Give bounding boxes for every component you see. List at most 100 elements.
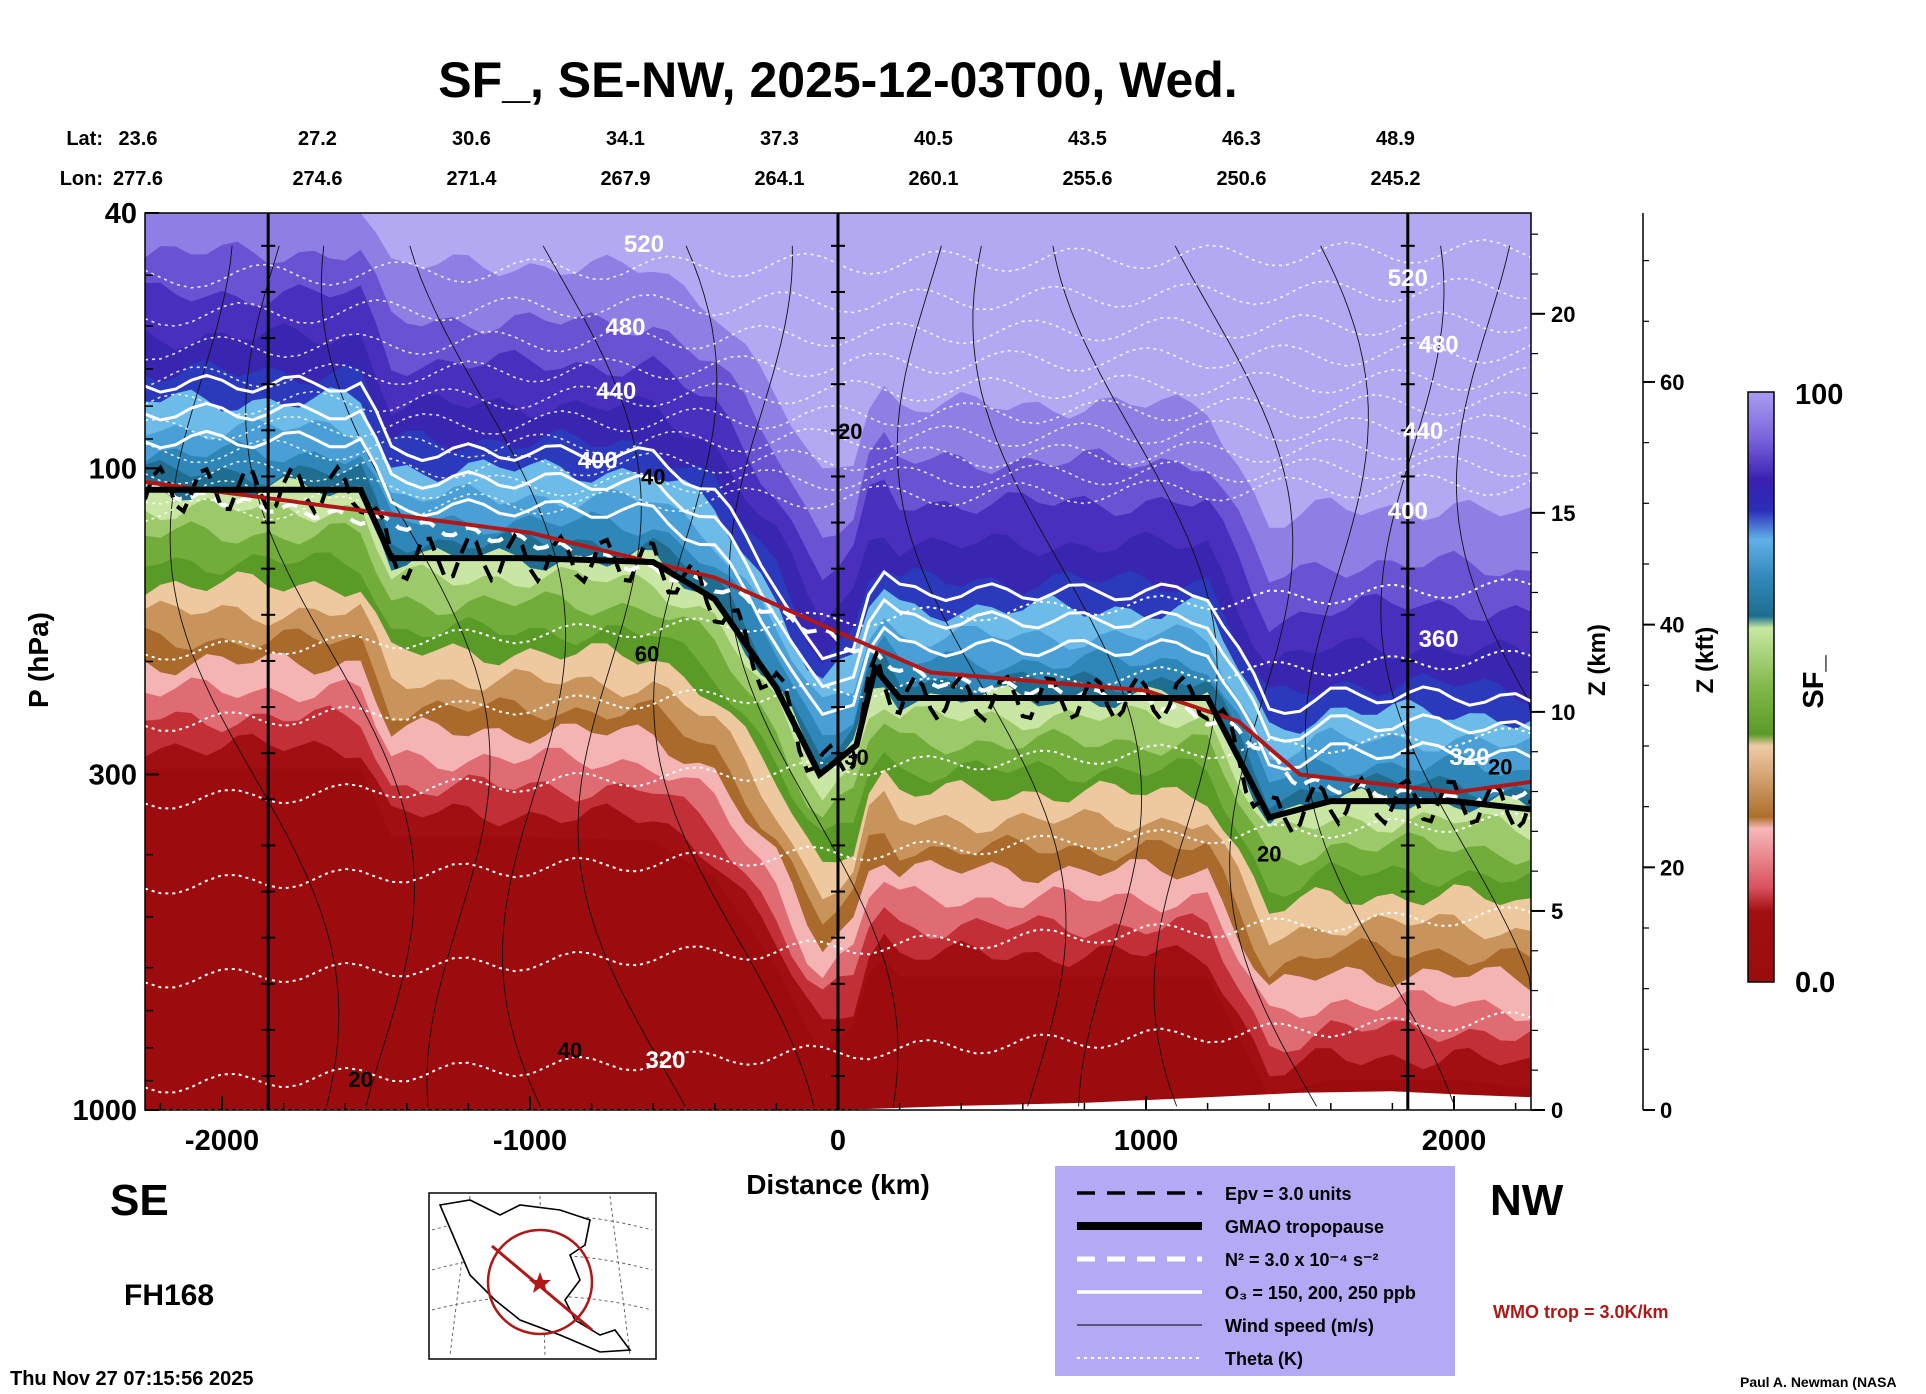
theta-label: 520: [624, 231, 664, 258]
colorbar-title: SF_: [1798, 655, 1830, 709]
theta-label: 520: [1388, 265, 1428, 292]
lon-value: 271.4: [446, 168, 497, 190]
x-axis-label: Distance (km): [746, 1169, 930, 1200]
p-tick-label: 1000: [72, 1095, 137, 1127]
lon-value: 274.6: [292, 168, 342, 190]
distance-axis: -2000 -1000 0 1000 2000: [159, 1096, 1517, 1157]
z-kft-axis: 0 20 40 60: [1642, 213, 1684, 1123]
z-km-axis: 0 5 10 15 20: [1531, 233, 1575, 1123]
legend-gmao-trop: GMAO tropopause: [1225, 1217, 1384, 1237]
theta-label: 400: [578, 447, 618, 474]
wind-contour: [653, 245, 815, 1107]
x-tick-label: 1000: [1114, 1125, 1179, 1157]
x-tick-label: 0: [830, 1125, 846, 1157]
wind-label: 20: [838, 419, 862, 444]
z-km-tick-label: 0: [1551, 1098, 1563, 1123]
plot-area: 520 480 440 400 320 280 520 480 440 400 360 320 40 20…: [145, 213, 1531, 1140]
vertical-reference-lines: [261, 213, 1415, 1110]
wind-label: 60: [635, 642, 659, 667]
contour-labels: 520 480 440 400 320 280 520 480 440 400 360 320 40 20…: [348, 231, 1512, 1140]
p-tick-label: 40: [105, 198, 137, 230]
p-tick-label: 100: [89, 453, 137, 485]
theta-label: 320: [645, 1047, 685, 1074]
lon-label: Lon:: [60, 168, 103, 190]
z-km-tick-label: 15: [1551, 501, 1575, 526]
theta-contour-minor: [145, 455, 1531, 505]
lat-value: 30.6: [452, 128, 491, 150]
colorbar-min-label: 0.0: [1795, 967, 1835, 999]
lat-value: 40.5: [914, 128, 953, 150]
theta-contour-minor: [145, 391, 1531, 441]
z-kft-tick-label: 60: [1660, 370, 1684, 395]
lon-value: 250.6: [1216, 168, 1266, 190]
theta-label: 280: [596, 1113, 636, 1140]
lon-value: 260.1: [908, 168, 958, 190]
wind-label: 40: [558, 1038, 582, 1063]
wind-contour: [169, 245, 340, 1107]
wind-contour: [409, 245, 567, 1107]
legend-o3: O₃ = 150, 200, 250 ppb: [1225, 1283, 1416, 1303]
lat-lon-values: 23.6 277.6 27.2 274.6 30.6 271.4 34.1 267.9 37.3…: [113, 128, 1421, 190]
z-kft-tick-label: 20: [1660, 855, 1684, 880]
z-km-axis-label: Z (km): [1584, 624, 1611, 696]
wind-contour: [1455, 245, 1531, 1107]
x-tick-label: -1000: [493, 1125, 567, 1157]
wind-contour: [1380, 245, 1531, 1107]
z-km-tick-label: 10: [1551, 700, 1575, 725]
wind-contour: [972, 245, 1143, 1107]
wind-label: 20: [1257, 842, 1281, 867]
lon-value: 264.1: [754, 168, 804, 190]
legend-epv: Epv = 3.0 units: [1225, 1184, 1352, 1204]
theta-label: 400: [1388, 498, 1428, 525]
lat-value: 37.3: [760, 128, 799, 150]
lat-value: 48.9: [1376, 128, 1415, 150]
legend: Epv = 3.0 units GMAO tropopause N² = 3.0…: [1055, 1166, 1455, 1376]
pressure-axis: 40 100 300 1000: [72, 198, 159, 1127]
inset-map: [428, 1192, 657, 1360]
timestamp: Thu Nov 27 07:15:56 2025: [10, 1368, 253, 1390]
legend-n2: N² = 3.0 x 10⁻⁴ s⁻²: [1225, 1250, 1378, 1270]
lon-value: 245.2: [1370, 168, 1420, 190]
lat-value: 27.2: [298, 128, 337, 150]
colorbar: [1747, 391, 1775, 983]
lon-value: 277.6: [113, 168, 163, 190]
colorbar-max-label: 100: [1795, 379, 1843, 411]
wind-contour: [320, 245, 491, 1107]
lat-value: 46.3: [1222, 128, 1261, 150]
theta-label: 320: [1449, 744, 1489, 771]
wind-label: 20: [1488, 754, 1512, 779]
wind-label: 20: [348, 1067, 372, 1092]
theta-label: 480: [1419, 332, 1459, 359]
wind-label: 40: [641, 465, 665, 490]
y-axis-label: P (hPa): [23, 612, 54, 708]
x-tick-label: 2000: [1422, 1125, 1487, 1157]
z-kft-tick-label: 40: [1660, 613, 1684, 638]
p-tick-label: 300: [89, 759, 137, 791]
sf-band-lowest: [145, 768, 1531, 1110]
chart-title: SF_, SE-NW, 2025-12-03T00, Wed.: [438, 52, 1237, 108]
wind-contour: [542, 245, 686, 1107]
legend-wind: Wind speed (m/s): [1225, 1316, 1374, 1336]
lon-value: 267.9: [600, 168, 650, 190]
wind-contour: [1174, 245, 1317, 1107]
theta-contour-minor: [145, 311, 1531, 361]
z-kft-axis-label: Z (kft): [1692, 627, 1719, 694]
lat-value: 34.1: [606, 128, 645, 150]
wind-label: 30: [844, 745, 868, 770]
terrain: [145, 1091, 1531, 1110]
se-label: SE: [110, 1176, 169, 1225]
theta-label: 440: [596, 378, 636, 405]
z-km-tick-label: 5: [1551, 899, 1563, 924]
plot-frame: [144, 212, 1532, 1111]
theta-label: 440: [1403, 418, 1443, 445]
wind-contour: [728, 245, 899, 1107]
legend-theta: Theta (K): [1225, 1349, 1303, 1369]
nw-label: NW: [1490, 1176, 1564, 1225]
lat-value: 23.6: [119, 128, 158, 150]
wind-contour: [1052, 245, 1218, 1107]
x-tick-label: -2000: [185, 1125, 259, 1157]
z-km-tick-label: 20: [1551, 302, 1575, 327]
lat-label: Lat:: [66, 128, 103, 150]
theta-label: 360: [1419, 626, 1459, 653]
